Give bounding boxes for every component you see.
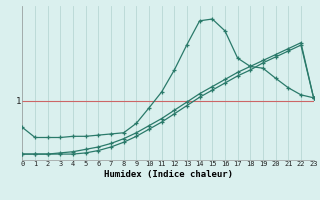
X-axis label: Humidex (Indice chaleur): Humidex (Indice chaleur) (103, 170, 233, 179)
